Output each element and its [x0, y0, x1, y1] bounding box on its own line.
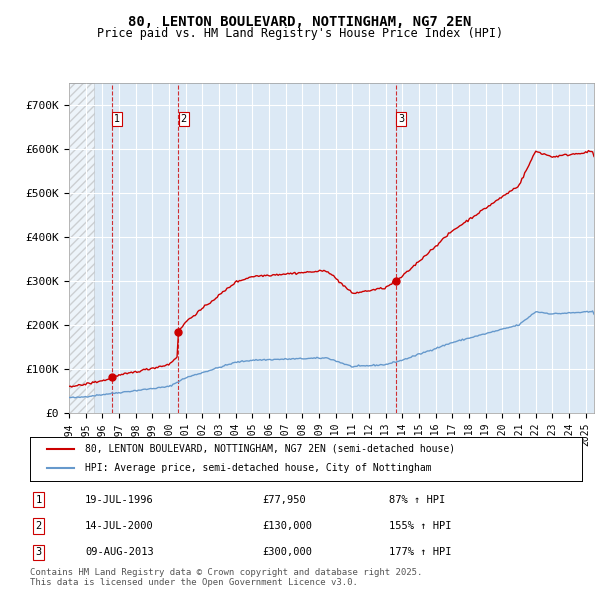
Text: 80, LENTON BOULEVARD, NOTTINGHAM, NG7 2EN (semi-detached house): 80, LENTON BOULEVARD, NOTTINGHAM, NG7 2E… — [85, 444, 455, 454]
Text: Price paid vs. HM Land Registry's House Price Index (HPI): Price paid vs. HM Land Registry's House … — [97, 27, 503, 40]
Text: 14-JUL-2000: 14-JUL-2000 — [85, 521, 154, 531]
Text: Contains HM Land Registry data © Crown copyright and database right 2025.
This d: Contains HM Land Registry data © Crown c… — [30, 568, 422, 587]
Text: 2: 2 — [35, 521, 42, 531]
Text: 2: 2 — [181, 114, 187, 124]
Text: 155% ↑ HPI: 155% ↑ HPI — [389, 521, 451, 531]
Text: 177% ↑ HPI: 177% ↑ HPI — [389, 548, 451, 558]
Text: £77,950: £77,950 — [262, 495, 305, 504]
Text: 1: 1 — [114, 114, 120, 124]
Text: £130,000: £130,000 — [262, 521, 312, 531]
Text: 1: 1 — [35, 495, 42, 504]
Text: 80, LENTON BOULEVARD, NOTTINGHAM, NG7 2EN: 80, LENTON BOULEVARD, NOTTINGHAM, NG7 2E… — [128, 15, 472, 29]
Text: 19-JUL-1996: 19-JUL-1996 — [85, 495, 154, 504]
Text: 09-AUG-2013: 09-AUG-2013 — [85, 548, 154, 558]
Text: 3: 3 — [35, 548, 42, 558]
Text: 3: 3 — [398, 114, 404, 124]
Text: 87% ↑ HPI: 87% ↑ HPI — [389, 495, 445, 504]
Text: £300,000: £300,000 — [262, 548, 312, 558]
Bar — [69, 83, 94, 413]
Text: HPI: Average price, semi-detached house, City of Nottingham: HPI: Average price, semi-detached house,… — [85, 464, 432, 473]
